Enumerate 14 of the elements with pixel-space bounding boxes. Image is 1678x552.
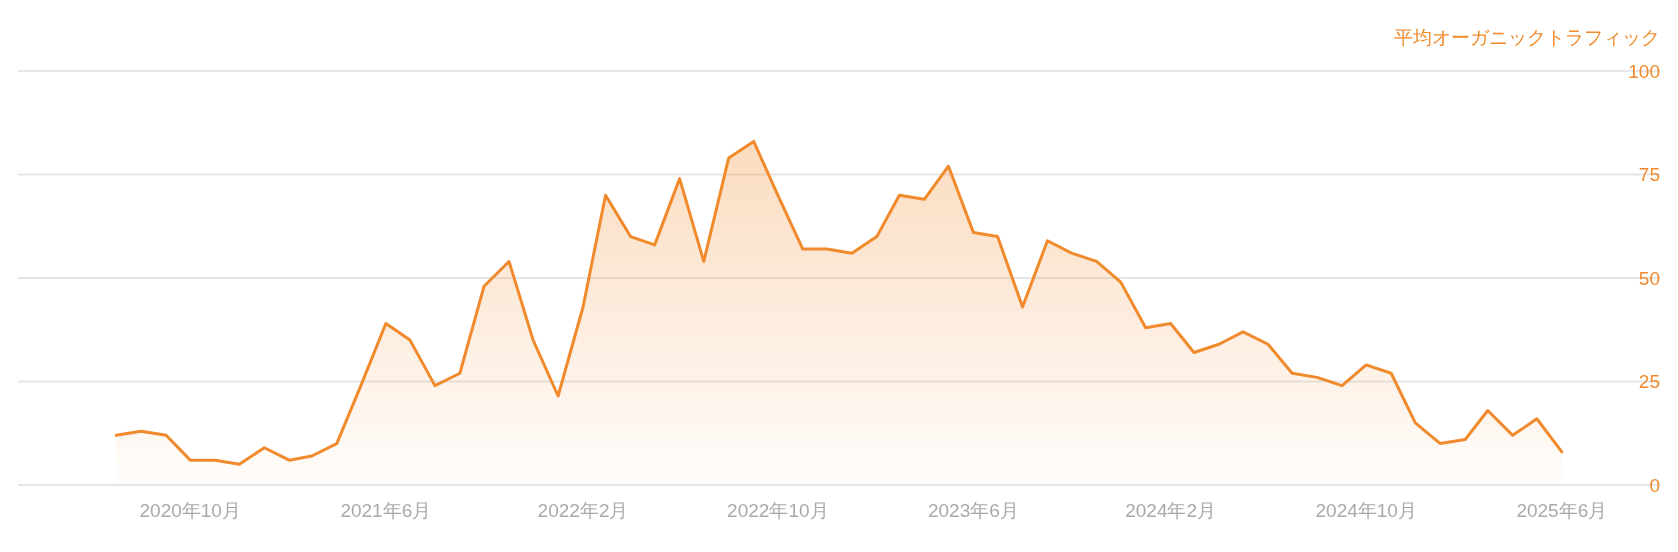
y-tick-label: 0 [1649, 474, 1660, 496]
x-tick-label: 2023年6月 [928, 500, 1019, 521]
y-tick-label: 50 [1638, 267, 1660, 289]
x-tick-label: 2022年10月 [727, 500, 829, 521]
x-tick-label: 2025年6月 [1516, 500, 1608, 521]
x-tick-label: 2020年10月 [139, 500, 241, 521]
x-tick-label: 2021年6月 [340, 500, 432, 521]
x-tick-label: 2024年2月 [1125, 500, 1217, 521]
y-tick-label: 25 [1638, 371, 1660, 393]
y-axis-title: 平均オーガニックトラフィック [1394, 27, 1660, 48]
y-tick-label: 100 [1628, 60, 1660, 82]
y-tick-label: 75 [1638, 164, 1660, 186]
x-tick-label: 2024年10月 [1315, 500, 1417, 521]
x-tick-label: 2022年2月 [537, 500, 629, 521]
